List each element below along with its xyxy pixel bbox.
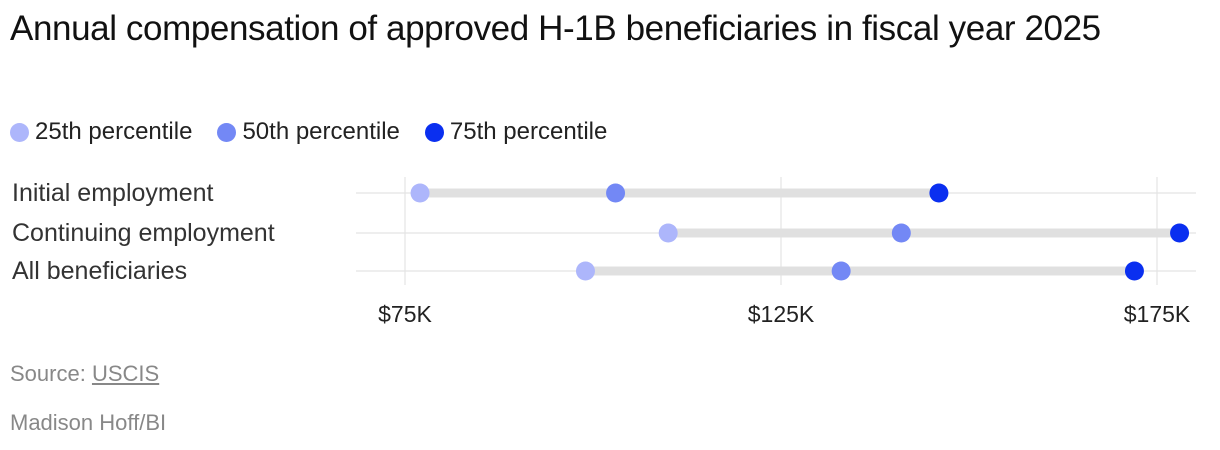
x-tick-label-0: $75K — [378, 301, 432, 327]
category-label-2: All beneficiaries — [12, 257, 187, 285]
dot-p25-2 — [575, 261, 595, 281]
legend-label-p50: 50th percentile — [242, 118, 400, 145]
dot-p75-0 — [929, 183, 949, 203]
category-label-1: Continuing employment — [12, 219, 275, 247]
legend-label-p75: 75th percentile — [449, 118, 608, 145]
dot-p75-2 — [1124, 261, 1144, 281]
dot-p75-1 — [1170, 223, 1190, 243]
legend-label-p25: 25th percentile — [35, 118, 193, 145]
legend-item-p25: 25th percentile — [10, 118, 192, 146]
source-label: Source: — [10, 361, 86, 386]
dot-p25-1 — [658, 223, 678, 243]
legend-swatch-p25 — [10, 122, 29, 142]
source-link[interactable]: USCIS — [91, 361, 160, 386]
dot-p50-1 — [891, 223, 911, 243]
legend-item-p50: 50th percentile — [217, 118, 400, 146]
legend-swatch-p75 — [424, 122, 444, 142]
legend-swatch-p50 — [217, 122, 237, 142]
dot-range-chart: Initial employment Continuing employment A… — [12, 177, 1196, 327]
x-tick-label-2: $175K — [1124, 301, 1191, 327]
chart-legend: 25th percentile 50th percentile 75th perce… — [10, 117, 632, 147]
dot-p25-0 — [410, 183, 430, 203]
credit-line: Madison Hoff/BI — [10, 410, 167, 435]
category-label-0: Initial employment — [12, 179, 214, 207]
dot-p50-2 — [831, 261, 851, 281]
chart-title: Annual compensation of approved H-1B ben… — [10, 9, 1101, 48]
x-tick-label-1: $125K — [748, 301, 815, 327]
source-note: Source: USCIS — [10, 361, 159, 387]
legend-item-p75: 75th percentile — [424, 118, 608, 146]
dot-p50-0 — [606, 183, 626, 203]
